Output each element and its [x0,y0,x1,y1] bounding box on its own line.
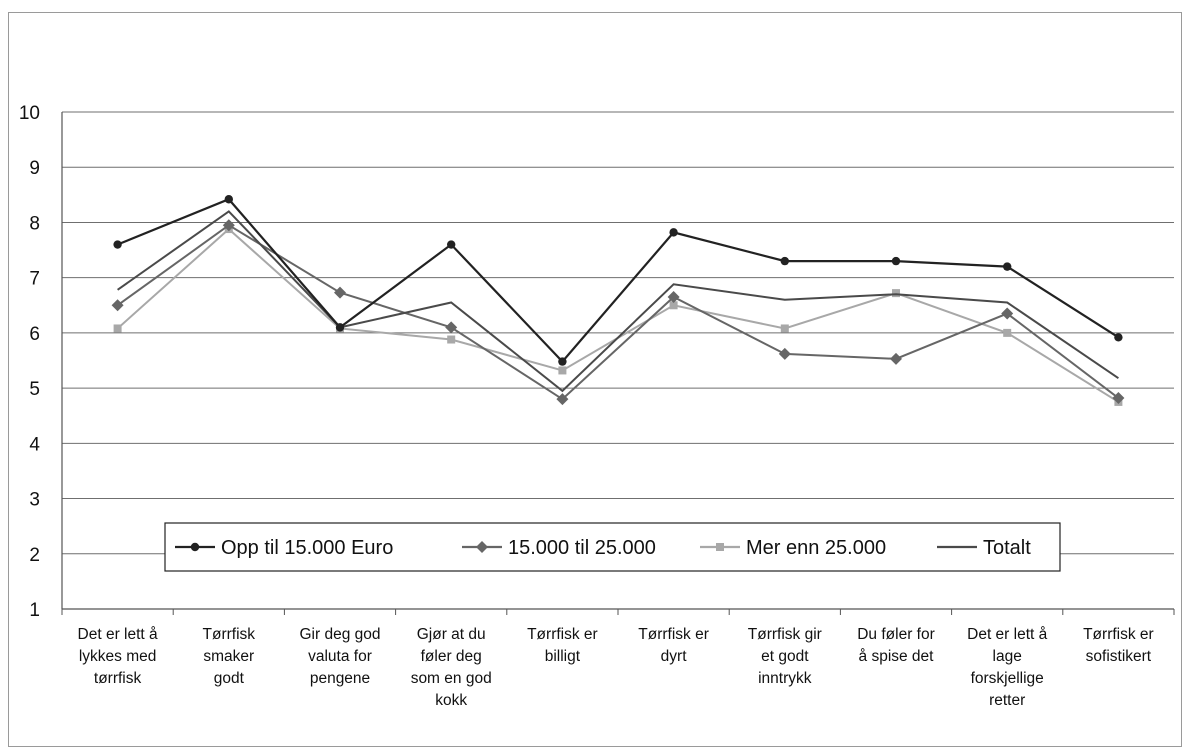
data-point [890,352,902,365]
x-category-label: Gjør at du føler deg som en god kokk [411,626,492,709]
data-point [669,301,678,310]
y-tick-label: 9 [29,158,40,179]
legend-label: Mer enn 25.000 [746,537,886,559]
series-line [117,224,1120,401]
data-point [1003,328,1012,337]
series-line [116,227,1119,403]
chart-frame [8,12,1182,747]
x-category-label: Du føler for å spise det [857,626,935,665]
x-category-label: Det er lett å lage forskjellige retter [967,626,1047,709]
legend-label: Totalt [983,537,1031,559]
legend-label: 15.000 til 25.000 [508,537,656,559]
data-point [222,219,235,232]
series-line [117,210,1119,393]
data-point [780,324,789,333]
x-category-label: Tørrfisk smaker godt [203,626,256,687]
data-point [669,228,678,237]
y-tick-label: 6 [29,324,40,345]
data-point [111,299,124,312]
legend-marker [476,541,488,553]
data-point [224,195,233,204]
data-point [447,240,456,249]
data-point [1001,307,1014,320]
data-point [891,256,901,266]
data-point [447,335,456,344]
data-point [1112,392,1125,405]
data-point [334,286,346,299]
y-tick-label: 1 [29,600,40,621]
data-point [667,290,680,303]
y-tick-label: 2 [29,545,40,566]
x-category-label: Tørrfisk gir et godt inntrykk [748,626,822,687]
legend-marker [716,543,724,551]
series-line [117,197,1119,364]
data-point [113,240,122,249]
data-point [558,366,567,375]
y-tick-label: 3 [29,490,40,511]
data-point [558,357,567,366]
legend-label: Opp til 15.000 Euro [221,537,393,559]
x-category-label: Tørrfisk er sofistikert [1083,626,1154,665]
legend-box [164,522,1061,572]
data-point [892,289,900,298]
x-category-label: Tørrfisk er billigt [527,626,598,665]
y-tick-label: 7 [29,269,40,290]
x-category-label: Gir deg god valuta for pengene [300,626,381,687]
data-point [335,323,345,332]
data-point [1003,262,1012,271]
y-tick-label: 5 [29,379,40,400]
y-tick-label: 4 [29,434,40,455]
data-point [556,393,569,406]
data-point [113,324,122,333]
data-point [1114,333,1123,342]
data-point [780,256,789,266]
x-category-label: Det er lett å lykkes med tørrfisk [78,626,158,687]
data-point [445,321,458,334]
y-tick-label: 10 [19,103,40,124]
data-point [778,347,791,360]
legend-marker [190,542,200,552]
y-tick-label: 8 [29,213,40,234]
x-category-label: Tørrfisk er dyrt [638,626,709,665]
